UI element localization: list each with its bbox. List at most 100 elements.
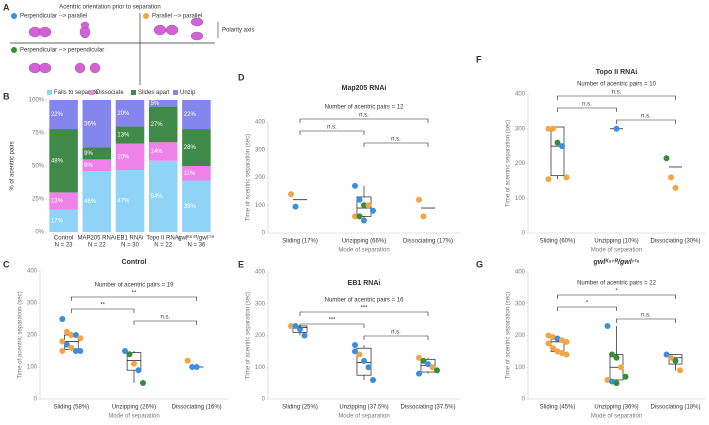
data-point: [301, 332, 308, 339]
legend-swatch: [131, 90, 136, 95]
y-tick-label: 400: [255, 270, 266, 276]
x-tick-label: Sliding (60%): [540, 239, 576, 245]
data-point: [365, 202, 372, 209]
x-tick-label: Dissociating (18%): [650, 405, 700, 411]
significance-label: n.s.: [641, 313, 651, 319]
data-point: [288, 191, 294, 198]
panel-label: F: [476, 54, 482, 64]
data-point: [135, 367, 142, 374]
data-point: [72, 348, 79, 354]
subtitle: Number of acentric pairs = 10: [577, 82, 657, 88]
value-label: 36%: [84, 121, 97, 127]
bar-segment: [82, 159, 112, 172]
data-point: [420, 213, 427, 220]
value-label: 20%: [117, 154, 130, 160]
data-point: [140, 380, 146, 386]
y-tick-label: 0%: [35, 230, 44, 236]
data-point: [545, 125, 552, 132]
y-tick-label: 100%: [29, 98, 45, 104]
bar-segment: [115, 143, 145, 170]
n-label: N = 23: [55, 243, 74, 249]
y-tick-label: 100: [255, 365, 266, 371]
panel-label: C: [3, 259, 10, 269]
panel-label: D: [238, 72, 245, 82]
x-tick-label: Control: [54, 236, 73, 242]
significance-label: ***: [360, 306, 368, 312]
x-tick-label: Unzipping (66%): [342, 239, 386, 245]
data-point: [668, 354, 674, 361]
significance-label: n.s.: [391, 330, 401, 336]
legend-swatch: [173, 90, 178, 95]
legend-swatch: [47, 90, 52, 95]
significance-bracket: [616, 318, 676, 323]
n-label: N = 30: [121, 243, 140, 249]
data-point: [352, 342, 358, 349]
y-tick-label: 400: [27, 269, 38, 275]
chart-title: Map205 RNAi: [342, 85, 387, 92]
significance-label: n.s.: [160, 315, 170, 321]
legend-label: Slides apart: [138, 90, 170, 96]
data-point: [563, 174, 570, 181]
y-tick-label: 100: [515, 365, 526, 371]
value-label: 48%: [51, 158, 64, 164]
data-point: [77, 348, 84, 354]
bar-segment: [115, 100, 145, 127]
x-tick-label: MAP205 RNAi: [77, 236, 116, 242]
value-label: 22%: [51, 112, 64, 118]
value-label: 9%: [84, 151, 93, 157]
y-tick-label: 100: [515, 196, 526, 202]
legend-label: Perpendicular --> parallel: [20, 14, 87, 20]
data-point: [604, 376, 611, 383]
data-point: [352, 213, 358, 220]
y-tick-label: 200: [27, 333, 38, 339]
value-label: 13%: [51, 199, 64, 205]
data-point: [609, 351, 615, 358]
diagram-title: Acentric orientation prior to separation: [59, 5, 160, 11]
x-axis-label: Mode of separation: [591, 414, 642, 420]
legend-dot: [11, 13, 17, 19]
y-axis-label: Time of acentric separation (sec): [18, 291, 24, 378]
significance-label: n.s.: [582, 102, 592, 108]
chart-title: Control: [122, 259, 147, 266]
data-point: [559, 337, 565, 344]
bar-segment: [148, 106, 178, 143]
data-point: [425, 361, 431, 368]
data-point: [122, 348, 128, 354]
significance-bracket: [557, 95, 676, 100]
y-tick-label: 0: [522, 231, 526, 237]
data-point: [59, 316, 66, 322]
bar-segment: [182, 129, 211, 166]
data-point: [613, 354, 620, 361]
data-point: [434, 367, 440, 374]
value-label: 5%: [151, 101, 160, 107]
data-point: [663, 351, 670, 358]
chart-d: D Map205 RNAi Number of acentric pairs = 1…: [238, 72, 460, 254]
significance-bracket: [363, 335, 429, 340]
legend-label: Unzip: [180, 90, 196, 96]
panel-label: G: [476, 259, 483, 269]
data-point: [356, 351, 363, 358]
data-point: [416, 370, 422, 377]
value-label: 14%: [151, 149, 164, 155]
data-point: [193, 364, 200, 370]
significance-bracket: [299, 118, 429, 123]
data-point: [59, 348, 66, 354]
data-point: [554, 335, 561, 342]
y-tick-label: 0: [34, 397, 38, 403]
x-axis-label: Mode of separation: [338, 414, 389, 420]
significance-bracket: [299, 311, 429, 316]
significance-bracket: [557, 306, 617, 311]
n-label: N = 22: [154, 243, 173, 249]
legend-label: Dissociate: [96, 90, 124, 96]
data-point: [677, 367, 683, 374]
x-tick-label: Unzipping (26%): [112, 405, 156, 411]
x-tick-label: Dissociating (37.5%): [400, 405, 455, 411]
data-point: [352, 348, 358, 355]
legend-dot: [143, 13, 149, 19]
significance-bracket: [71, 296, 197, 301]
x-tick-label: Sliding (58%): [53, 405, 89, 411]
value-label: 13%: [117, 133, 130, 139]
data-point: [604, 322, 611, 329]
x-tick-label: Sliding (25%): [282, 405, 318, 411]
